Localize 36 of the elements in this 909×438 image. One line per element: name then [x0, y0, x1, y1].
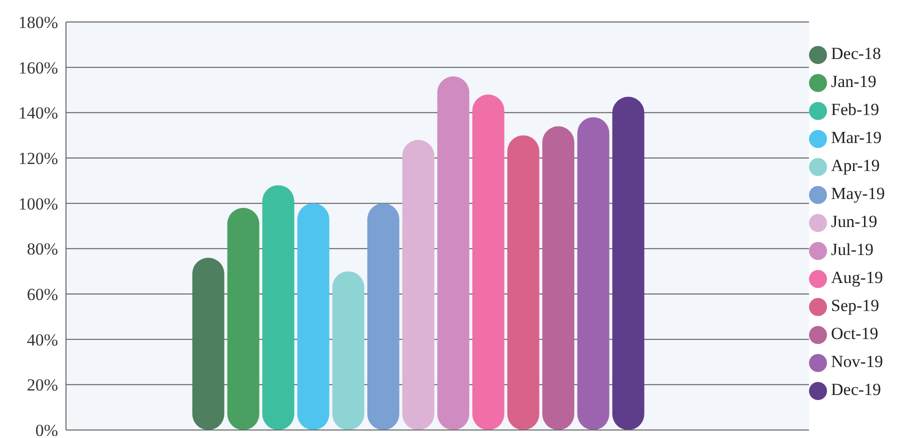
legend-label: Aug-19 [831, 268, 883, 287]
y-tick-label: 160% [18, 58, 58, 78]
legend-label: Feb-19 [831, 100, 880, 119]
y-tick-label: 80% [26, 240, 58, 259]
bar [297, 203, 330, 430]
legend-label: Jul-19 [831, 240, 874, 259]
y-tick-label: 140% [18, 104, 58, 123]
legend-label: Dec-19 [831, 380, 882, 399]
y-tick-label: 100% [18, 194, 58, 214]
bar [402, 140, 434, 430]
legend-label: Mar-19 [831, 128, 882, 147]
legend-label: Jan-19 [831, 72, 876, 91]
bar [437, 76, 470, 430]
legend-label: Apr-19 [831, 156, 880, 175]
bar [227, 208, 260, 430]
bar [367, 203, 400, 430]
y-tick-label: 180% [18, 13, 58, 32]
bar [192, 258, 224, 430]
bar [507, 135, 540, 430]
bar [262, 185, 294, 430]
y-tick-label: 120% [18, 149, 58, 168]
legend-label: Jun-19 [831, 212, 878, 231]
bar [542, 126, 574, 430]
legend-label: May-19 [831, 184, 885, 203]
y-tick-label: 40% [26, 330, 58, 350]
y-tick-label: 60% [26, 285, 58, 304]
legend-label: Nov-19 [831, 352, 883, 371]
legend-label: Dec-18 [831, 44, 882, 63]
legend-label: Oct-19 [831, 324, 878, 343]
legend-label: Sep-19 [831, 296, 880, 315]
bar [472, 94, 504, 430]
bar [332, 271, 364, 430]
y-tick-label: 0% [35, 421, 58, 438]
y-tick-label: 20% [26, 376, 58, 395]
bar [612, 96, 644, 430]
bar [577, 117, 610, 430]
